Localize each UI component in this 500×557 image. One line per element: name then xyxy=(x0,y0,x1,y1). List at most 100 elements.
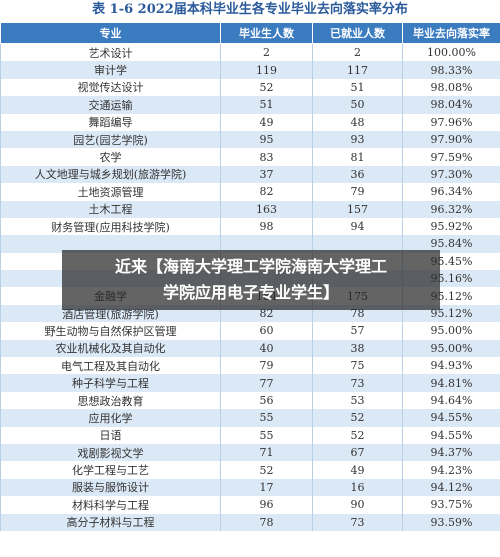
table-cell: 157 xyxy=(312,200,403,218)
table-cell: 种子科学与工程 xyxy=(0,374,221,392)
table-title: 表 1-6 2022届本科毕业生各专业毕业去向落实率分布 xyxy=(92,2,408,17)
table-row: 服装与服饰设计 17 16 94.12% xyxy=(0,478,500,497)
table-cell: 60 xyxy=(220,322,313,340)
table-row: 化学工程与工艺 52 49 94.23% xyxy=(0,461,500,479)
table-cell: 79 xyxy=(220,357,313,375)
table-cell: 94.93% xyxy=(402,357,500,375)
table-cell: 应用化学 xyxy=(0,409,221,427)
table-cell: 94.12% xyxy=(402,478,500,497)
table-cell: 98.04% xyxy=(402,96,500,114)
table-cell: 94.55% xyxy=(402,409,500,427)
table-cell: 77 xyxy=(220,374,313,392)
table-cell: 财务管理(应用科技学院) xyxy=(0,217,221,236)
table-cell: 93.75% xyxy=(402,496,500,514)
table-cell: 96 xyxy=(220,496,313,514)
table-cell: 78 xyxy=(220,513,313,531)
table-cell: 94.81% xyxy=(402,374,500,392)
table-cell: 67 xyxy=(312,443,403,462)
table-row: 艺术设计 2 2 100.00% xyxy=(0,43,500,62)
table-cell: 2 xyxy=(312,43,403,62)
header-row: 专业 毕业生人数 已就业人数 毕业去向落实率 xyxy=(0,22,500,44)
table-row: 舞蹈编导 49 48 97.96% xyxy=(0,113,500,131)
table-cell: 73 xyxy=(312,374,403,392)
table-cell: 戏剧影视文学 xyxy=(0,443,221,462)
table-row: 土地资源管理 82 79 96.34% xyxy=(0,183,500,201)
table-cell: 农业机械化及其自动化 xyxy=(0,339,221,358)
table-cell: 48 xyxy=(312,113,403,131)
overlay-line: 学院应用电子专业学生】 xyxy=(162,283,339,302)
table-cell: 园艺(园艺学院) xyxy=(0,130,221,149)
table-cell: 57 xyxy=(312,322,403,340)
table-row: 农学 83 81 97.59% xyxy=(0,148,500,166)
table-cell: 材料科学与工程 xyxy=(0,496,221,514)
table-row: 交通运输 51 50 98.04% xyxy=(0,96,500,114)
table-cell: 95.92% xyxy=(402,217,500,236)
table-cell: 舞蹈编导 xyxy=(0,113,221,131)
table-row: 电气工程及其自动化 79 75 94.93% xyxy=(0,357,500,375)
table-row: 高分子材料与工程 78 73 93.59% xyxy=(0,513,500,531)
table-cell: 38 xyxy=(312,339,403,358)
table-cell: 50 xyxy=(312,96,403,114)
table-cell: 17 xyxy=(220,478,313,497)
table-cell: 交通运输 xyxy=(0,96,221,114)
table-cell: 98.33% xyxy=(402,61,500,79)
table-row: 戏剧影视文学 71 67 94.37% xyxy=(0,443,500,462)
table-cell: 95.00% xyxy=(402,322,500,340)
table-cell: 51 xyxy=(220,96,313,114)
table-row: 野生动物与自然保护区管理 60 57 95.00% xyxy=(0,322,500,340)
table-cell: 94.23% xyxy=(402,461,500,479)
table-cell: 163 xyxy=(220,200,313,218)
table-cell: 37 xyxy=(220,165,313,184)
table-cell: 83 xyxy=(220,148,313,166)
table-cell: 94.64% xyxy=(402,391,500,410)
table-row: 财务管理(应用科技学院) 98 94 95.92% xyxy=(0,217,500,236)
table-cell: 51 xyxy=(312,78,403,97)
table-cell: 40 xyxy=(220,339,313,358)
table-cell: 36 xyxy=(312,165,403,184)
header-cell: 已就业人数 xyxy=(312,22,403,44)
table-cell: 98 xyxy=(220,217,313,236)
table-cell: 97.59% xyxy=(402,148,500,166)
table-cell: 化学工程与工艺 xyxy=(0,461,221,479)
table-cell: 49 xyxy=(312,461,403,479)
table-cell: 94.37% xyxy=(402,443,500,462)
table-row: 种子科学与工程 77 73 94.81% xyxy=(0,374,500,392)
table-cell: 95.00% xyxy=(402,339,500,358)
table-cell: 土地资源管理 xyxy=(0,183,221,201)
table-cell: 55 xyxy=(220,409,313,427)
table-cell: 52 xyxy=(220,78,313,97)
table-cell: 野生动物与自然保护区管理 xyxy=(0,322,221,340)
table-cell xyxy=(0,235,221,253)
table-row: 应用化学 55 52 94.55% xyxy=(0,409,500,427)
table-cell: 服装与服饰设计 xyxy=(0,478,221,497)
table-cell: 艺术设计 xyxy=(0,43,221,62)
table-cell xyxy=(312,235,403,253)
table-cell: 90 xyxy=(312,496,403,514)
table-cell: 视觉传达设计 xyxy=(0,78,221,97)
table-cell: 人文地理与城乡规划(旅游学院) xyxy=(0,165,221,184)
table-cell: 75 xyxy=(312,357,403,375)
table-cell: 97.96% xyxy=(402,113,500,131)
table-cell: 93.59% xyxy=(402,513,500,531)
table-cell: 52 xyxy=(312,426,403,444)
table-row: 材料科学与工程 96 90 93.75% xyxy=(0,496,500,514)
header-cell: 毕业生人数 xyxy=(220,22,313,44)
table-cell: 思想政治教育 xyxy=(0,391,221,410)
table-cell: 电气工程及其自动化 xyxy=(0,357,221,375)
table-cell: 97.30% xyxy=(402,165,500,184)
table-cell: 日语 xyxy=(0,426,221,444)
overlay-line: 近来【海南大学理工学院海南大学理工 xyxy=(114,257,387,276)
table-cell: 79 xyxy=(312,183,403,201)
table-cell: 56 xyxy=(220,391,313,410)
table-cell: 94 xyxy=(312,217,403,236)
table-row: 审计学 119 117 98.33% xyxy=(0,61,500,79)
table-row: 人文地理与城乡规划(旅游学院) 37 36 97.30% xyxy=(0,165,500,184)
table-cell: 100.00% xyxy=(402,43,500,62)
table-cell: 97.90% xyxy=(402,130,500,149)
table-cell: 98.08% xyxy=(402,78,500,97)
table-cell: 96.34% xyxy=(402,183,500,201)
table-cell xyxy=(220,235,313,253)
table-cell: 49 xyxy=(220,113,313,131)
table-cell: 119 xyxy=(220,61,313,79)
